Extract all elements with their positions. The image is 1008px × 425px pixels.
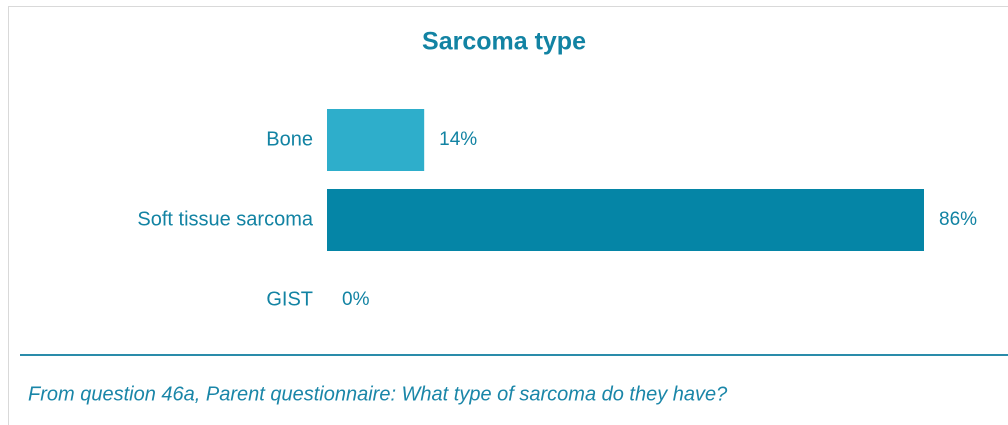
value-label: 86% <box>939 209 977 230</box>
footnote: From question 46a, Parent questionnaire:… <box>28 383 728 405</box>
y-tick-label: Soft tissue sarcoma <box>137 208 314 230</box>
value-label: 0% <box>342 289 370 310</box>
value-label: 14% <box>439 129 477 150</box>
bar <box>327 109 425 171</box>
y-tick-label: Bone <box>266 128 313 150</box>
bar <box>327 189 924 251</box>
y-tick-label: GIST <box>266 288 313 310</box>
chart-title: Sarcoma type <box>422 28 586 56</box>
